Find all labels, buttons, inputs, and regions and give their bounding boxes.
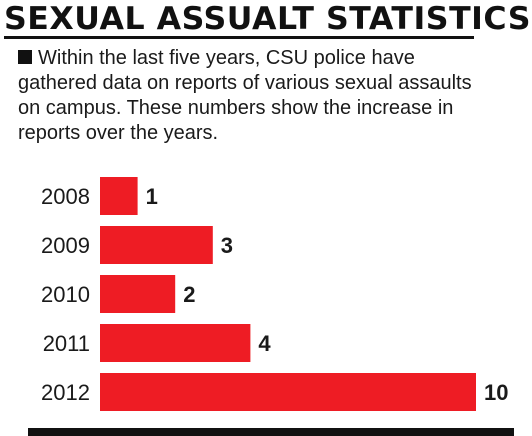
category-label: 2008 [41,184,90,209]
category-label: 2010 [41,282,90,307]
category-label: 2009 [41,233,90,258]
bar [100,275,176,313]
bullet-square-icon [18,50,32,64]
bottom-rule [28,428,514,436]
bar [100,226,213,264]
bar [100,324,251,362]
intro-text: Within the last five years, CSU police h… [18,47,472,144]
title-rule [4,36,474,39]
value-label: 1 [146,184,158,209]
category-label: 2011 [43,331,90,356]
intro-paragraph: Within the last five years, CSU police h… [18,46,498,146]
bar [100,373,476,411]
value-label: 3 [221,233,233,258]
value-label: 10 [484,380,508,405]
chart-title: SEXUAL ASSUALT STATISTICS [4,1,532,37]
value-label: 4 [258,331,271,356]
value-label: 2 [183,282,195,307]
category-label: 2012 [41,380,90,405]
bar [100,177,138,215]
